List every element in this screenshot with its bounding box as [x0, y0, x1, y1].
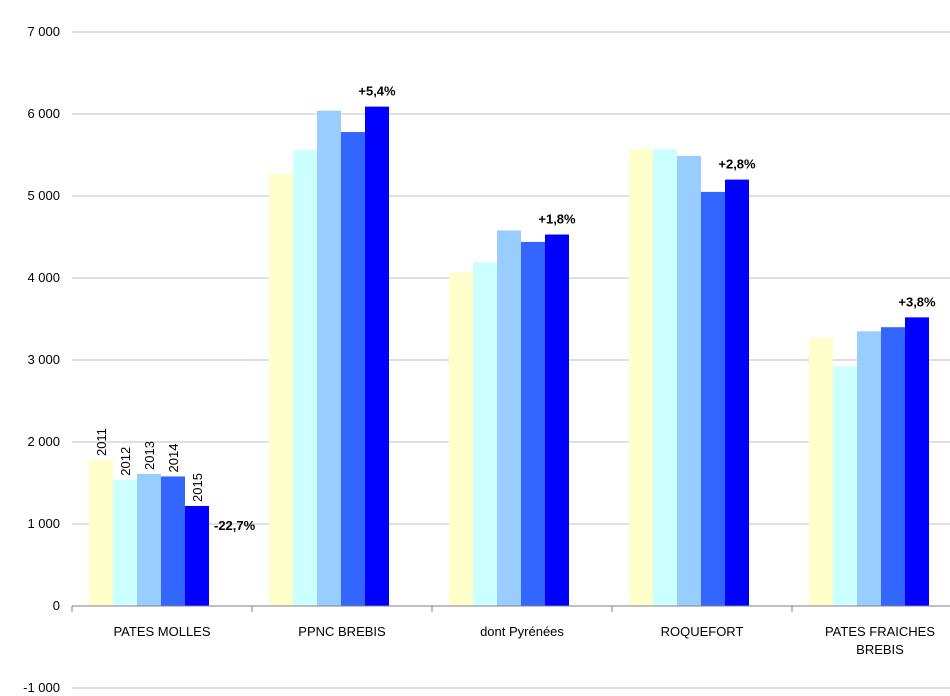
bar-2015-3 — [725, 179, 749, 606]
bar-2015-4 — [905, 317, 929, 606]
category-label-4: BREBIS — [856, 642, 904, 657]
y-axis-ticks: -1 000 0 1 000 2 000 3 000 4 000 5 000 6 000 7 0… — [23, 24, 60, 695]
bar-2013-2 — [497, 230, 521, 606]
bar-2012-1 — [293, 150, 317, 606]
y-tick-label: 2 000 — [27, 434, 60, 449]
category-label-0: PATES MOLLES — [113, 624, 210, 639]
year-label-2011: 2011 — [94, 428, 109, 456]
y-tick-label: 7 000 — [27, 24, 60, 39]
bar-2011-2 — [449, 272, 473, 606]
bar-2015-0 — [185, 505, 209, 606]
bar-2012-2 — [473, 262, 497, 606]
bar-2011-3 — [629, 149, 653, 606]
percent-label-4: +3,8% — [898, 294, 936, 309]
bar-2013-3 — [677, 155, 701, 606]
y-tick-label: 0 — [53, 598, 60, 613]
category-labels: PATES MOLLES PPNC BREBIS dont Pyrénées ROQU… — [113, 624, 935, 657]
category-label-2: dont Pyrénées — [480, 624, 564, 639]
bar-2014-0 — [161, 476, 185, 606]
bar-2012-4 — [833, 366, 857, 606]
year-label-2013: 2013 — [142, 441, 157, 470]
bar-2014-2 — [521, 241, 545, 607]
year-labels: 2011 2012 2013 2014 2015 — [94, 428, 205, 502]
bar-2011-4 — [809, 337, 833, 606]
bar-2014-1 — [341, 132, 365, 607]
y-tick-label: -1 000 — [23, 680, 60, 695]
bar-2014-3 — [701, 191, 725, 606]
y-tick-label: 1 000 — [27, 516, 60, 531]
percent-labels: -22,7% +5,4% +1,8% +2,8% +3,8% — [214, 84, 936, 533]
y-tick-label: 4 000 — [27, 270, 60, 285]
bar-2013-0 — [137, 473, 161, 606]
year-label-2012: 2012 — [118, 447, 133, 476]
year-label-2015: 2015 — [190, 473, 205, 502]
bar-2011-1 — [269, 173, 293, 607]
y-tick-label: 6 000 — [27, 106, 60, 121]
category-label-1: PPNC BREBIS — [298, 624, 386, 639]
bar-2015-1 — [365, 106, 389, 607]
bar-2011-0 — [89, 460, 113, 606]
bar-2015-2 — [545, 234, 569, 607]
percent-label-0: -22,7% — [214, 518, 256, 533]
year-label-2014: 2014 — [166, 444, 181, 473]
percent-label-2: +1,8% — [538, 212, 576, 227]
category-label-3: ROQUEFORT — [661, 624, 744, 639]
y-tick-label: 3 000 — [27, 352, 60, 367]
category-label-4: PATES FRAICHES — [825, 624, 935, 639]
x-axis — [71, 605, 950, 612]
y-tick-label: 5 000 — [27, 188, 60, 203]
bar-2013-4 — [857, 331, 881, 606]
bar-2013-1 — [317, 110, 341, 606]
bar-2014-4 — [881, 327, 905, 606]
bars — [89, 106, 929, 607]
bar-2012-3 — [653, 149, 677, 606]
bar-2012-0 — [113, 479, 137, 606]
percent-label-1: +5,4% — [358, 84, 396, 99]
percent-label-3: +2,8% — [718, 157, 756, 172]
